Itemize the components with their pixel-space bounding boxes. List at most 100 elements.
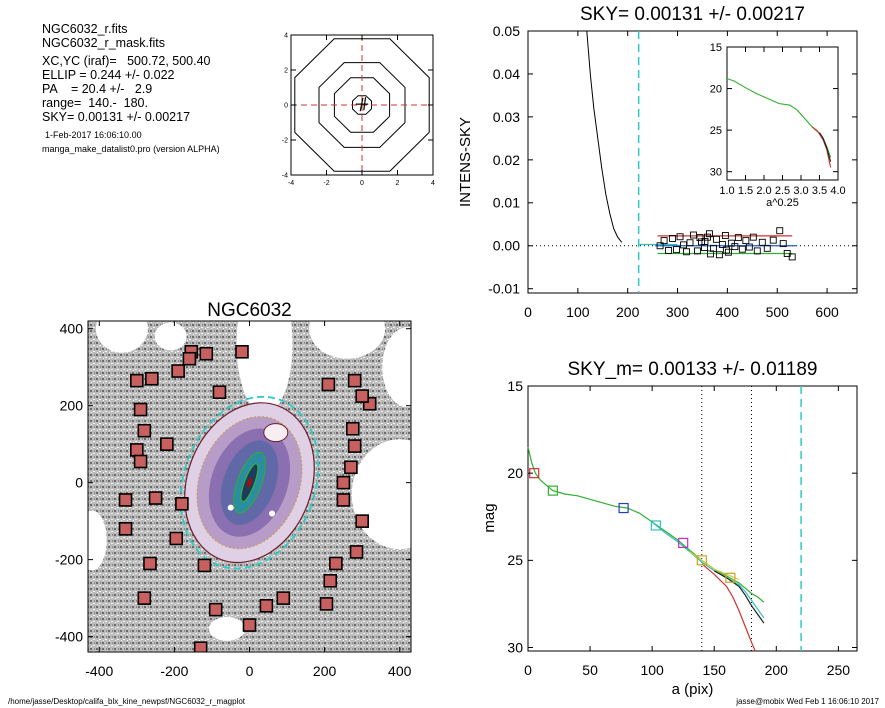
ellipticity: ELLIP = 0.244 +/- 0.022	[42, 68, 175, 82]
sky-point	[769, 236, 777, 244]
sky-box	[259, 599, 274, 613]
sky-box	[329, 556, 343, 571]
mag-series	[651, 521, 765, 619]
sky-box	[160, 437, 174, 451]
galaxy-y-label: 400	[60, 321, 84, 337]
sky-point	[779, 240, 787, 248]
mag-series	[527, 446, 765, 603]
sky-point	[698, 238, 705, 246]
mag-marker	[678, 537, 689, 549]
mag-ylabel: mag	[481, 503, 498, 532]
mag-marker	[547, 485, 558, 496]
sky-point	[686, 239, 694, 247]
sky-box	[143, 556, 157, 571]
inset-y-label: 15	[710, 42, 722, 54]
mag-x-label: 250	[827, 662, 851, 678]
fit-range: range= 140.- 180.	[42, 96, 148, 110]
sky-box	[321, 377, 336, 392]
sky-box	[323, 573, 338, 588]
mag-series	[701, 563, 756, 652]
sky-box	[212, 385, 227, 400]
program-name: manga_make_datalist0.pro (version ALPHA)	[42, 144, 220, 154]
sky-x-label: 100	[566, 304, 590, 320]
inset-x-label: 3.0	[793, 185, 808, 197]
sky-box	[182, 351, 197, 366]
sky-y-label: 0.00	[493, 238, 520, 254]
sky-box	[169, 531, 184, 546]
sky-point	[680, 241, 687, 249]
mag-x-label: 0	[524, 662, 532, 678]
sky-point	[656, 242, 664, 250]
contour-line	[352, 95, 372, 115]
footer-user: jasse@mobix Wed Feb 1 16:06:10 2017	[736, 697, 879, 706]
sky-point	[776, 227, 784, 235]
galaxy-x-label: 0	[246, 663, 254, 679]
sky-box	[336, 475, 351, 490]
inset-series	[811, 126, 832, 168]
inset-x-label: 2.5	[775, 185, 790, 197]
mask-blob	[95, 321, 148, 353]
galaxy-x-label: 200	[313, 663, 337, 679]
mask-blob	[88, 510, 107, 571]
inset-y-label: 20	[710, 83, 722, 95]
sky-box	[193, 641, 208, 652]
inset-frame	[726, 46, 839, 181]
mag-marker	[725, 572, 736, 583]
mag-frame	[527, 385, 858, 652]
mag-marker	[618, 502, 629, 514]
galaxy-x-label: -400	[85, 663, 113, 679]
sky-box	[118, 493, 133, 507]
contour-x-label: 2	[396, 180, 400, 187]
contour-line	[318, 62, 406, 148]
mask-blob	[236, 321, 293, 415]
contour-x-label: -4	[288, 180, 294, 187]
sky-box	[199, 346, 214, 361]
contour-y-label: -4	[282, 172, 288, 179]
galaxy-title: NGC6032	[207, 300, 292, 321]
mask-blob	[154, 322, 187, 351]
sky-box	[145, 371, 159, 386]
sky-box	[197, 558, 212, 573]
sky-y-label: -0.01	[488, 281, 520, 297]
sky-y-label: 0.02	[493, 152, 520, 168]
sky-x-label: 600	[815, 304, 839, 320]
mag-title: SKY_m= 0.00133 +/- 0.01189	[568, 359, 818, 380]
sky-box	[130, 373, 144, 388]
mag-y-label: 20	[507, 465, 523, 481]
sky-box	[242, 618, 257, 632]
sky-point	[742, 237, 750, 245]
sky-box	[118, 522, 133, 536]
sky-box	[130, 443, 144, 457]
inset-xlabel: a^0.25	[766, 197, 799, 209]
inset-x-label: 1.5	[738, 185, 753, 197]
sky-point	[724, 248, 732, 256]
sky-value: SKY= 0.00131 +/- 0.00217	[42, 110, 191, 124]
inset-x-label: 1.0	[719, 185, 734, 197]
mag-y-label: 15	[507, 378, 523, 394]
contour-y-label: -2	[282, 137, 288, 144]
galaxy-image	[88, 321, 411, 652]
sky-box	[276, 591, 291, 605]
sky-point	[738, 245, 746, 253]
sky-point	[712, 235, 720, 243]
sky-point	[788, 253, 796, 261]
galaxy-x-label: 400	[388, 663, 412, 679]
sky-point	[763, 244, 771, 252]
galaxy-y-label: -400	[55, 629, 83, 645]
sky-point	[690, 231, 697, 239]
mag-y-label: 30	[507, 639, 523, 655]
sky-box	[148, 491, 163, 505]
contour-line	[294, 38, 430, 172]
sky-y-label: 0.04	[493, 66, 520, 82]
contour-y-label: 4	[284, 32, 288, 39]
sky-box	[137, 591, 152, 605]
sky-point	[696, 234, 704, 242]
inset-x-label: 4.0	[830, 185, 845, 197]
sky-x-label: 0	[524, 304, 532, 320]
timestamp: 1-Feb-2017 16:06:10.00	[45, 130, 142, 140]
sky-point	[669, 235, 677, 242]
contour-y-label: 2	[284, 67, 288, 74]
sky-point	[665, 247, 673, 254]
mag-y-label: 25	[507, 552, 523, 568]
sky-point	[722, 246, 730, 254]
